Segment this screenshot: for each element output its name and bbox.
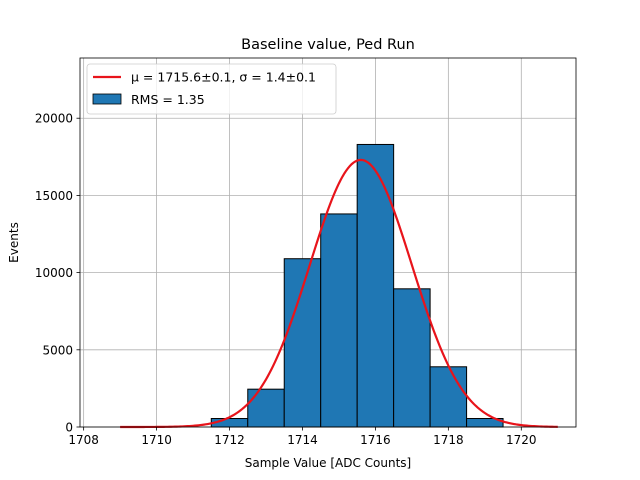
y-axis-ticks: 0 5000 10000 15000 20000	[35, 112, 80, 435]
histogram-bar	[356, 143, 395, 428]
histogram-bar	[247, 388, 285, 428]
histogram-bar	[393, 288, 431, 428]
legend-fit-label: μ = 1715.6±0.1, σ = 1.4±0.1	[131, 70, 316, 85]
histogram-bar	[283, 258, 322, 428]
y-tick-label: 5000	[42, 343, 73, 357]
x-tick-label: 1712	[214, 433, 245, 447]
chart-title: Baseline value, Ped Run	[241, 37, 415, 53]
x-tick-label: 1714	[287, 433, 318, 447]
x-tick-label: 1716	[360, 433, 391, 447]
x-tick-label: 1720	[506, 433, 537, 447]
legend-histogram-label: RMS = 1.35	[131, 92, 205, 107]
histogram-bar	[429, 366, 468, 428]
y-tick-label: 20000	[35, 112, 73, 126]
x-axis-ticks: 1708 1710 1712 1714 1716 1718 1720	[68, 427, 537, 447]
x-tick-label: 1718	[433, 433, 464, 447]
y-axis-label: Events	[7, 222, 21, 263]
y-tick-label: 15000	[35, 189, 73, 203]
gaussian-fit-curve	[120, 158, 558, 429]
y-tick-label: 0	[65, 421, 73, 435]
gaussian-fit-layer	[120, 158, 558, 429]
legend-box	[86, 63, 337, 115]
legend-histogram-swatch	[92, 93, 122, 105]
x-axis-label: Sample Value [ADC Counts]	[245, 456, 411, 470]
legend: μ = 1715.6±0.1, σ = 1.4±0.1 RMS = 1.35	[86, 63, 337, 115]
x-tick-label: 1708	[68, 433, 99, 447]
y-tick-label: 10000	[35, 266, 73, 280]
plot-frame	[79, 57, 577, 428]
histogram-bar	[320, 213, 358, 428]
x-tick-label: 1710	[141, 433, 172, 447]
